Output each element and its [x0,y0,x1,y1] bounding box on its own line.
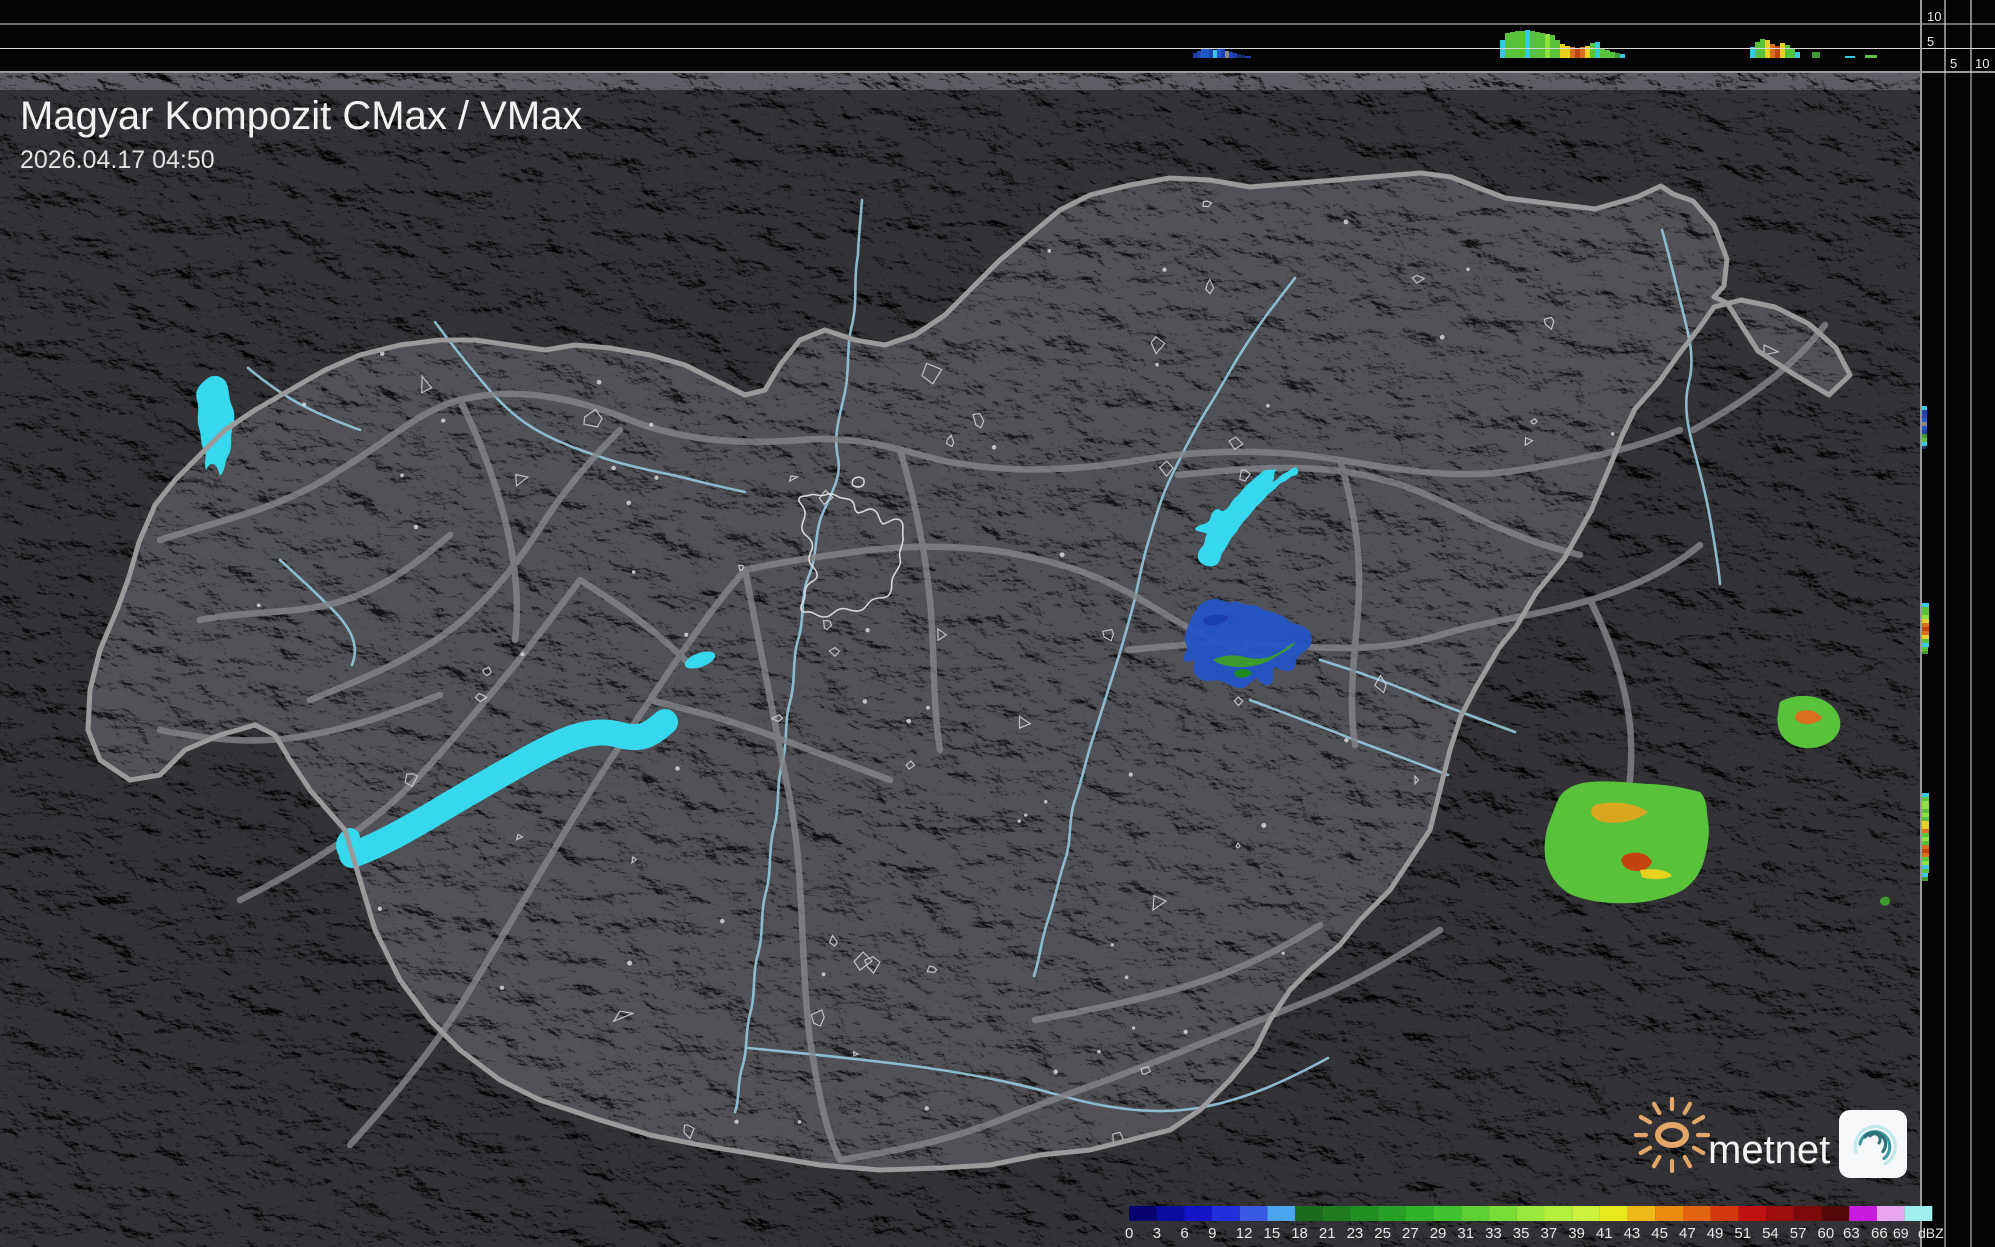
svg-text:51: 51 [1734,1225,1751,1242]
svg-text:9: 9 [1208,1225,1216,1242]
svg-text:69: 69 [1893,1225,1909,1241]
svg-text:45: 45 [1651,1225,1668,1242]
svg-text:23: 23 [1347,1225,1364,1242]
svg-text:27: 27 [1402,1225,1419,1242]
svg-text:63: 63 [1843,1225,1860,1242]
svg-text:57: 57 [1790,1225,1807,1242]
svg-text:54: 54 [1762,1225,1779,1242]
svg-text:41: 41 [1596,1225,1613,1242]
svg-text:60: 60 [1818,1225,1835,1242]
svg-text:35: 35 [1513,1225,1530,1242]
svg-text:6: 6 [1180,1225,1188,1242]
svg-text:21: 21 [1319,1225,1336,1242]
svg-text:15: 15 [1264,1225,1281,1242]
svg-text:37: 37 [1541,1225,1558,1242]
svg-text:31: 31 [1457,1225,1474,1242]
svg-text:dBZ: dBZ [1918,1225,1944,1241]
svg-text:66: 66 [1871,1225,1888,1242]
svg-text:0: 0 [1125,1225,1133,1242]
svg-text:47: 47 [1679,1225,1696,1242]
svg-text:49: 49 [1707,1225,1724,1242]
svg-text:29: 29 [1430,1225,1447,1242]
svg-text:12: 12 [1236,1225,1253,1242]
svg-text:39: 39 [1568,1225,1585,1242]
svg-text:33: 33 [1485,1225,1502,1242]
svg-text:43: 43 [1624,1225,1641,1242]
svg-text:25: 25 [1374,1225,1391,1242]
svg-text:3: 3 [1153,1225,1161,1242]
svg-text:18: 18 [1291,1225,1308,1242]
